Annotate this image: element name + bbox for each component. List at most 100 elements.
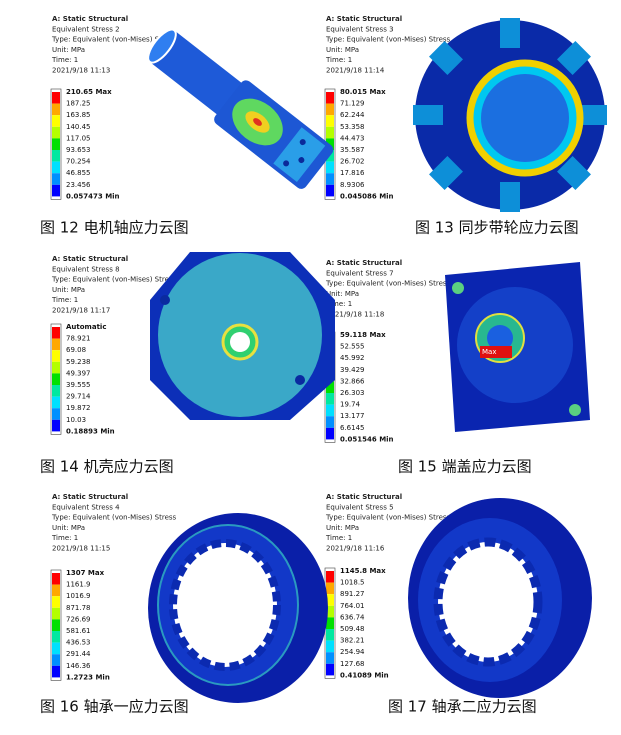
header-line: 2021/9/18 11:17 [52, 307, 110, 315]
pulley-image [413, 18, 607, 212]
legend-swatch [52, 396, 60, 409]
caption: 图 15 端盖应力云图 [398, 458, 532, 476]
legend-label: 26.702 [340, 158, 365, 166]
legend-label: 210.65 Max [66, 88, 112, 96]
legend-swatch [326, 617, 334, 629]
legend-swatch [326, 582, 334, 595]
legend-label: 636.74 [340, 613, 365, 621]
legend-label: 871.78 [66, 604, 91, 612]
legend-label: 49.397 [66, 369, 91, 377]
legend-swatch [326, 184, 334, 197]
legend-label: 93.653 [66, 146, 91, 154]
header-line: 2021/9/18 11:14 [326, 67, 385, 75]
images: Max [147, 18, 607, 703]
legend-label: 1307 Max [66, 569, 105, 577]
header-line: Type: Equivalent (von-Mises) Stress [51, 514, 177, 522]
legend-label: 26.303 [340, 389, 365, 397]
header-line: 2021/9/18 11:15 [52, 545, 110, 553]
legend-swatch [326, 161, 334, 174]
legend-swatch [326, 393, 334, 405]
header-line: A: Static Structural [52, 255, 128, 263]
legend-label: 10.03 [66, 416, 86, 424]
legend-label: 32.866 [340, 377, 365, 385]
legend-label: 1145.8 Max [340, 567, 386, 575]
header-line: Type: Equivalent (von-Mises) Stress [325, 280, 451, 288]
legend-swatch [52, 373, 60, 385]
legend-swatch [52, 126, 60, 139]
legend-swatch [326, 173, 334, 185]
legend-swatch [326, 594, 334, 606]
legend-swatch [52, 138, 60, 150]
legend-swatch [52, 619, 60, 631]
header-line: Type: Equivalent (von-Mises) Stress [51, 36, 177, 44]
legend-label: 23.456 [66, 181, 91, 189]
legend-label: 52.555 [340, 343, 365, 351]
header-line: Equivalent Stress 7 [326, 269, 394, 277]
caption: 图 14 机壳应力云图 [40, 458, 174, 476]
legend-label: 146.36 [66, 662, 91, 670]
legend-label: 127.68 [340, 660, 365, 668]
legend-swatch [52, 150, 60, 162]
header-line: Equivalent Stress 3 [326, 25, 394, 33]
header-line: A: Static Structural [52, 15, 128, 23]
header-line: Unit: MPa [326, 290, 359, 298]
legend-swatch [326, 115, 334, 127]
legend-label: 1161.9 [66, 581, 91, 589]
legend-label: 291.44 [66, 650, 91, 658]
header-line: A: Static Structural [326, 259, 402, 267]
legend-swatch [326, 652, 334, 664]
legend-label: 382.21 [340, 637, 365, 645]
legend-frame [50, 88, 62, 200]
legend-swatch [326, 138, 334, 150]
legend-label: 45.992 [340, 354, 365, 362]
header-line: Unit: MPa [326, 524, 359, 532]
header-line: 2021/9/18 11:18 [326, 311, 384, 319]
legend-label: 59.118 Max [340, 331, 386, 339]
legend-label: 140.45 [66, 123, 91, 131]
legend-swatch [52, 596, 60, 608]
legend-label: 254.94 [340, 648, 365, 656]
legend-swatch [326, 605, 334, 618]
legend-swatch [326, 629, 334, 641]
header-line: A: Static Structural [52, 493, 128, 501]
shaft-image [147, 28, 334, 189]
legend-swatch [52, 665, 60, 678]
header-line: Type: Equivalent (von-Mises) Stress [325, 36, 451, 44]
legend-swatch [52, 419, 60, 432]
header-line: Type: Equivalent (von-Mises) Stress [325, 514, 451, 522]
legend-label: 19.74 [340, 401, 361, 409]
caption: 图 17 轴承二应力云图 [388, 698, 537, 716]
legend-swatch [326, 571, 334, 583]
legend-label: Automatic [66, 323, 106, 331]
legend-label: 1016.9 [66, 592, 91, 600]
legend-swatch [52, 350, 60, 362]
text-layer: A: Static Structural Equivalent Stress 2 T… [40, 15, 579, 716]
legend-label: 39.429 [340, 366, 365, 374]
legend-swatch [326, 381, 334, 393]
legend-label: 53.358 [340, 123, 365, 131]
header-line: Equivalent Stress 4 [52, 503, 120, 511]
legend-swatch [52, 115, 60, 127]
legend-swatch [326, 126, 334, 139]
legend-label: 59.238 [66, 358, 91, 366]
legend-swatch [52, 103, 60, 116]
legend-swatch [52, 92, 60, 104]
legend-label: 1018.5 [340, 579, 365, 587]
legend-swatch [52, 161, 60, 174]
legend-label: 35.587 [340, 146, 365, 154]
caption: 图 13 同步带轮应力云图 [415, 219, 579, 237]
legend-label: 78.921 [66, 335, 91, 343]
legend-swatch [52, 361, 60, 374]
legend-label: 163.85 [66, 111, 91, 119]
header-line: A: Static Structural [326, 493, 402, 501]
header-line: 2021/9/18 11:16 [326, 545, 385, 553]
legend-swatch [52, 584, 60, 597]
legend-label: 891.27 [340, 590, 365, 598]
legend-label: 0.057473 Min [66, 192, 120, 200]
legend-swatch [52, 338, 60, 351]
legend-swatch [52, 607, 60, 620]
legend-label: 39.555 [66, 381, 91, 389]
legend-label: 70.254 [66, 158, 91, 166]
legend-swatch [52, 573, 60, 585]
